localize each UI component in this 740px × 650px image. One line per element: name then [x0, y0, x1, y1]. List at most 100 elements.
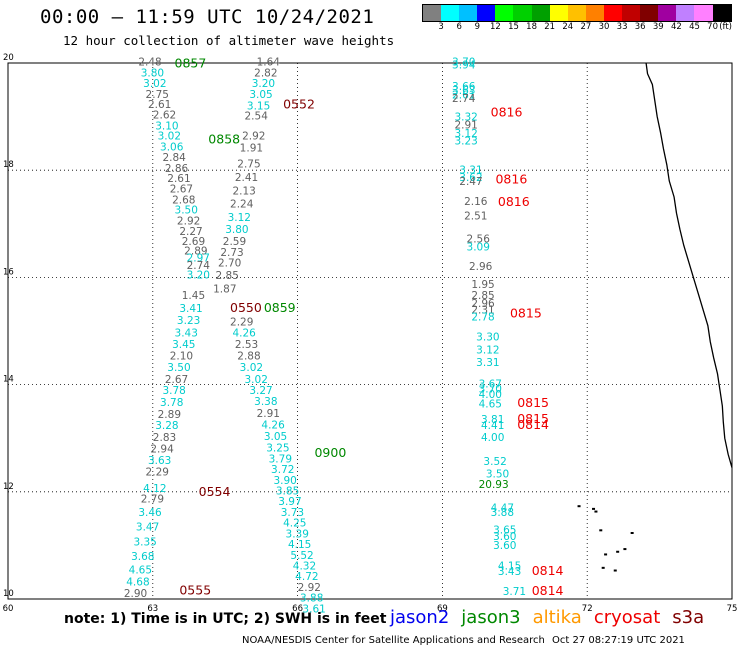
wave-height-value: 4.15 [288, 539, 311, 551]
pass-time: 0859 [264, 300, 296, 315]
satellite-legend-jason3: jason3 [461, 607, 521, 628]
wave-height-value: 2.69 [182, 236, 205, 248]
wave-height-value: 4.65 [479, 399, 502, 411]
axis-labels: 60 63 66 69 72 75 20 18 16 14 12 10 [3, 53, 738, 614]
wave-height-value: 3.72 [271, 464, 294, 476]
pass-time: 0857 [175, 55, 207, 70]
wave-height-value: 4.47 [491, 503, 514, 515]
color-scale-label: 6 [456, 22, 462, 32]
wave-height-value: 3.71 [503, 586, 526, 598]
wave-height-value: 2.16 [464, 196, 488, 208]
island [577, 505, 581, 508]
wave-height-value: 2.92 [177, 215, 200, 227]
color-swatch [658, 5, 677, 21]
color-swatch [531, 5, 550, 21]
wave-height-value: 2.27 [179, 226, 202, 238]
color-swatch [712, 5, 731, 21]
pass-time: 0552 [283, 97, 315, 112]
island [599, 529, 603, 532]
island [613, 569, 617, 572]
wave-height-value: 2.62 [153, 110, 176, 122]
wave-height-value: 4.25 [283, 518, 306, 530]
lat-label: 20 [3, 53, 14, 63]
wave-height-value: 3.63 [452, 85, 475, 97]
wave-height-value: 3.30 [476, 332, 499, 344]
wave-height-value: 3.06 [160, 141, 184, 153]
wave-height-value: 3.50 [167, 362, 190, 374]
wave-height-value: 2.59 [223, 236, 246, 248]
lat-label: 16 [3, 267, 14, 277]
wave-height-value: 3.50 [175, 205, 198, 217]
color-scale-label: 24 [562, 22, 574, 32]
color-scale-label: 30 [598, 22, 610, 32]
color-scale-label: 42 [670, 22, 682, 32]
wave-height-value: 3.20 [252, 78, 275, 90]
color-swatch [694, 5, 713, 21]
wave-height-value: 2.84 [162, 152, 186, 164]
lon-label: 66 [292, 604, 303, 614]
wave-height-value: 2.54 [245, 110, 269, 122]
wave-height-value: 3.20 [187, 269, 210, 281]
lat-label: 10 [3, 589, 14, 599]
wave-height-value: 2.75 [237, 159, 260, 171]
wave-height-value: 4.72 [295, 571, 318, 583]
color-scale-label: 27 [580, 22, 592, 32]
wave-height-value: 2.85 [471, 290, 494, 302]
pass-time: 0816 [495, 172, 527, 187]
pass-time: 0858 [208, 131, 240, 146]
wave-height-value: 3.78 [160, 397, 183, 409]
wave-height-value: 3.97 [278, 496, 301, 508]
wave-height-value: 3.43 [498, 566, 521, 578]
color-scale-labels: 3 6 9 12 15 18 21 24 27 30 33 36 39 42 45 70 (ft) [422, 22, 734, 34]
wave-height-value: 3.81 [481, 414, 504, 426]
color-swatch [585, 5, 604, 21]
wave-height-value: 2.85 [216, 270, 239, 282]
color-scale-label: 36 [634, 22, 646, 32]
lon-label: 72 [582, 604, 593, 614]
wave-height-labels: 2.483.803.022.752.612.623.103.023.062.84… [124, 57, 526, 616]
lon-label: 60 [3, 604, 14, 614]
lon-label: 75 [727, 604, 738, 614]
color-scale-label: 21 [544, 22, 556, 32]
wave-height-value: 3.94 [452, 59, 476, 71]
wave-height-value: 3.46 [138, 507, 162, 519]
wave-height-value: 2.83 [153, 432, 176, 444]
wave-height-value: 3.23 [177, 315, 200, 327]
wave-height-value: 2.90 [124, 588, 147, 600]
wave-height-value: 2.88 [237, 350, 260, 362]
wave-height-value: 5.52 [290, 550, 313, 562]
color-swatch [676, 5, 695, 21]
coastline-layer [577, 62, 733, 572]
wave-height-value: 3.12 [454, 128, 477, 140]
wave-height-value: 3.05 [264, 431, 287, 443]
wave-height-value: 4.41 [481, 420, 504, 432]
wave-height-value: 3.88 [300, 593, 323, 605]
wave-height-value: 2.48 [138, 57, 161, 69]
wave-height-value: 3.02 [240, 362, 263, 374]
wave-height-value: 1.64 [257, 57, 281, 69]
page-subtitle: 12 hour collection of altimeter wave hei… [63, 33, 395, 48]
wave-height-value: 3.85 [276, 485, 299, 497]
wave-height-value: 4.00 [479, 389, 502, 401]
satellite-legend-jason2: jason2 [390, 607, 450, 628]
wave-height-value: 2.41 [235, 172, 258, 184]
color-swatch [513, 5, 532, 21]
wave-height-value: 3.05 [249, 89, 272, 101]
lat-label: 18 [3, 160, 14, 170]
credit-text: NOAA/NESDIS Center for Satellite Applica… [242, 635, 545, 646]
wave-height-value: 3.79 [269, 453, 292, 465]
pass-time: 0815 [510, 306, 542, 321]
color-swatch [423, 5, 442, 21]
color-swatch [567, 5, 586, 21]
wave-height-value: 3.63 [148, 455, 171, 467]
wave-height-value: 3.68 [131, 551, 154, 563]
wave-height-value: 2.31 [471, 304, 494, 316]
timestamp-text: Oct 27 08:27:19 UTC 2021 [552, 635, 685, 646]
island [623, 548, 627, 551]
satellite-legend-s3a: s3a [672, 607, 705, 628]
wave-height-value: 2.68 [172, 194, 195, 206]
wave-height-value: 4.15 [498, 561, 521, 573]
map-frame [7, 62, 733, 600]
